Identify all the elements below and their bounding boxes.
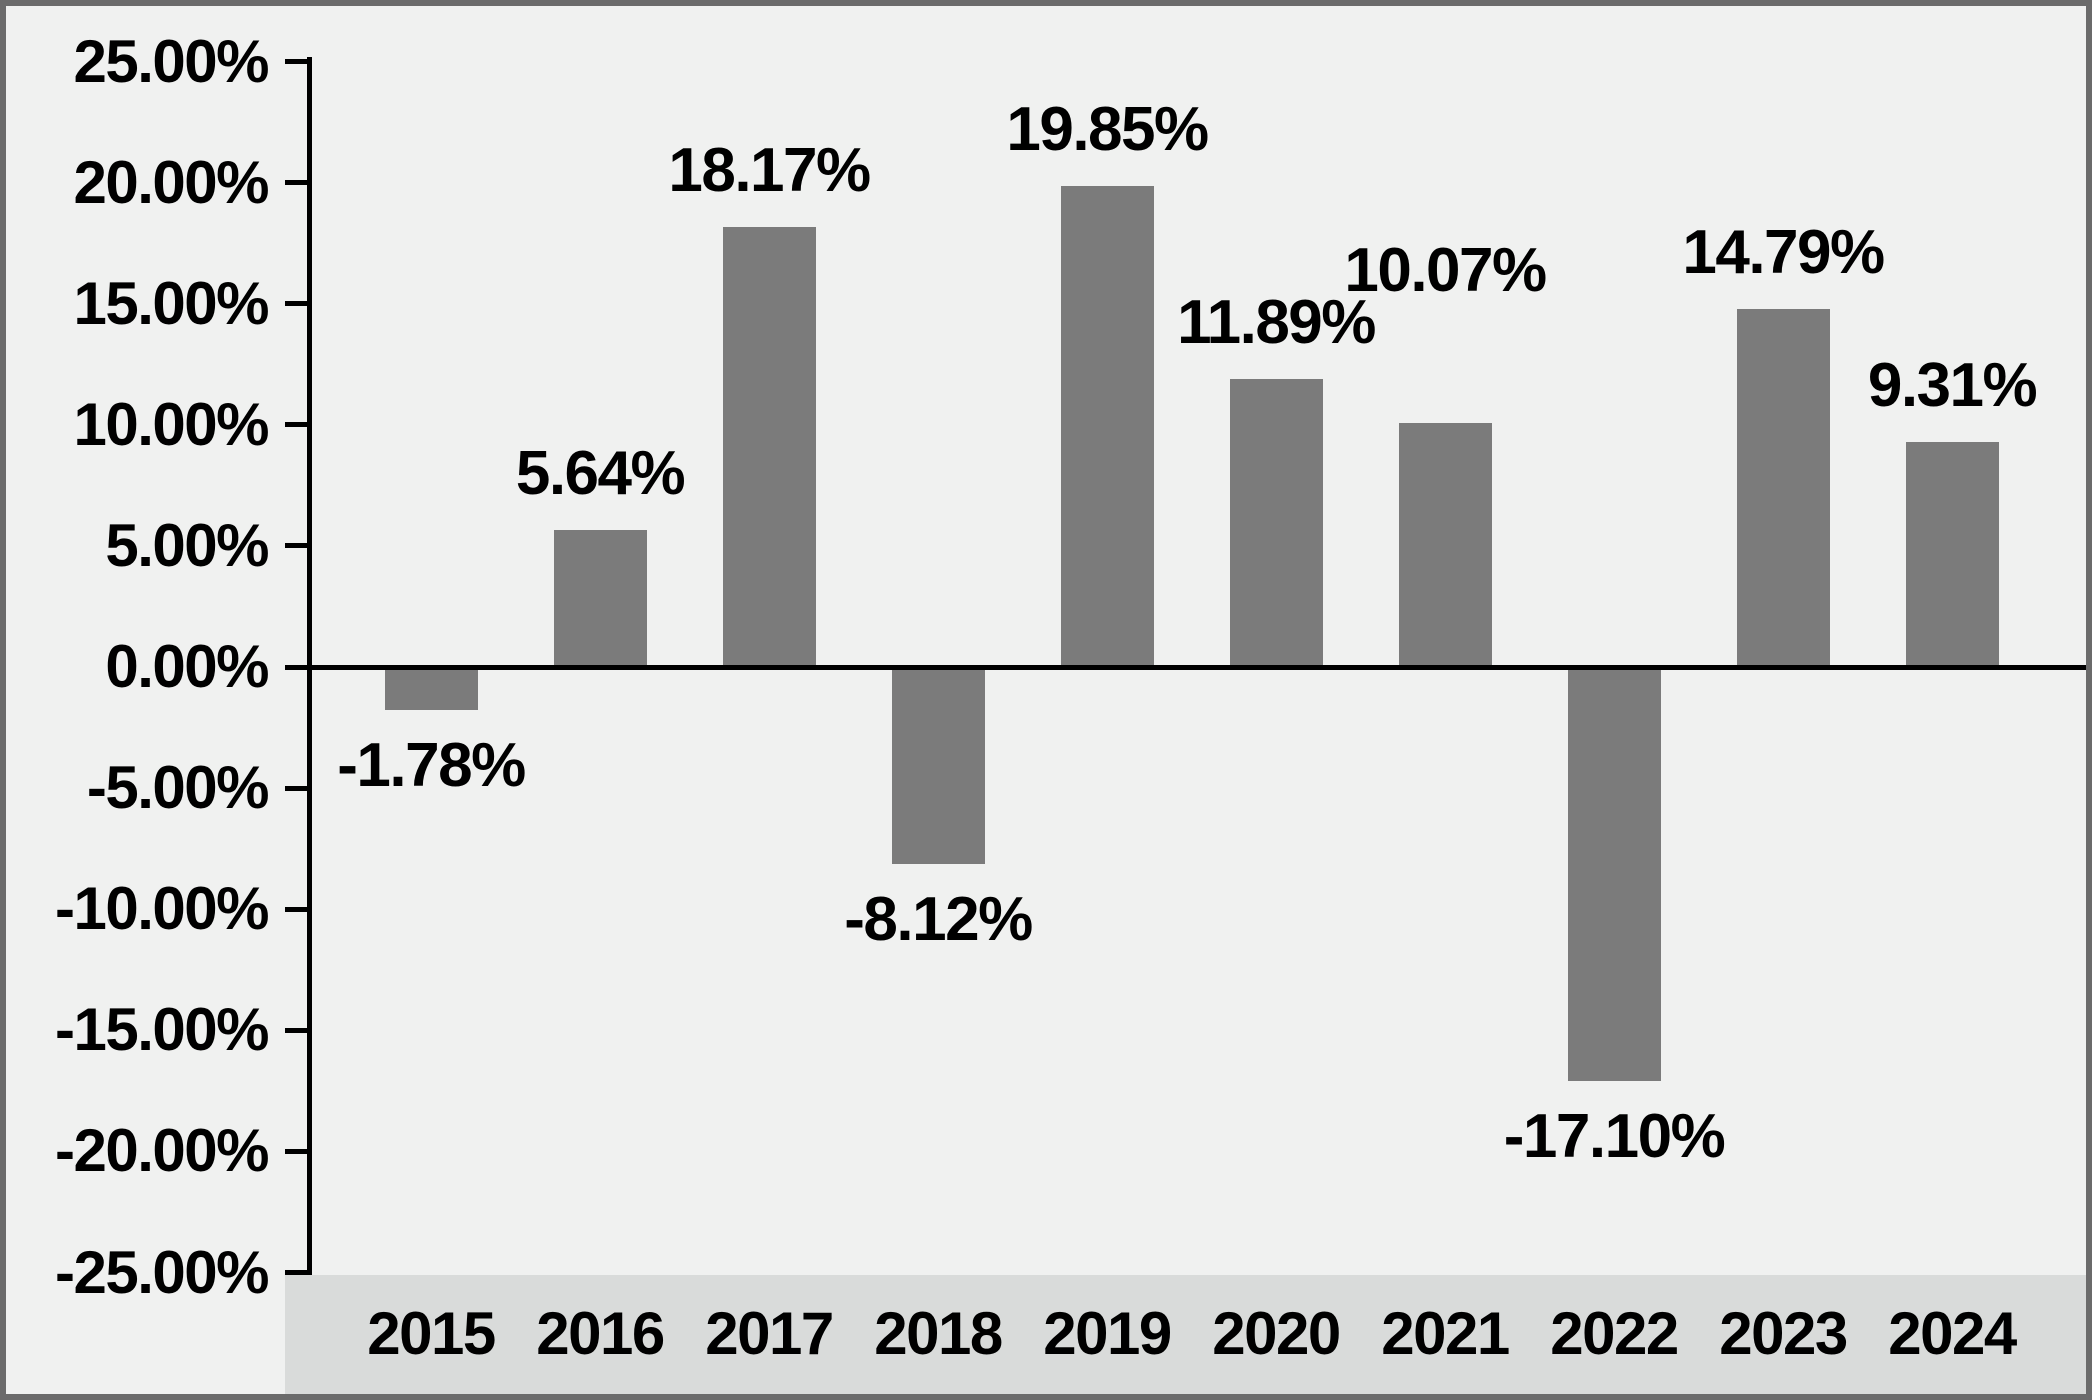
x-axis-label-2019: 2019 — [1043, 1300, 1172, 1367]
bar-2023 — [1737, 309, 1830, 667]
y-axis-tick-label: 25.00% — [73, 28, 270, 95]
y-axis-tick — [285, 59, 307, 64]
bar-2016 — [554, 530, 647, 667]
y-axis-tick-label: -5.00% — [86, 754, 270, 821]
y-axis-tick — [285, 422, 307, 427]
value-label-2023: 14.79% — [1682, 218, 1885, 287]
x-axis-label-2016: 2016 — [536, 1300, 665, 1367]
x-axis-label-2015: 2015 — [367, 1300, 496, 1367]
x-axis-label-2017: 2017 — [705, 1300, 834, 1367]
y-axis-tick — [285, 665, 307, 670]
y-axis-tick — [285, 1270, 307, 1275]
bar-2022 — [1568, 667, 1661, 1081]
y-axis-tick-label: 10.00% — [73, 391, 270, 458]
y-axis-tick — [285, 786, 307, 791]
x-axis-label-2020: 2020 — [1212, 1300, 1341, 1367]
y-axis-tick — [285, 180, 307, 185]
bar-2015 — [385, 667, 478, 710]
x-axis-label-2018: 2018 — [874, 1300, 1003, 1367]
value-label-2019: 19.85% — [1006, 95, 1209, 164]
bar-2024 — [1906, 442, 1999, 667]
value-label-2022: -17.10% — [1503, 1102, 1726, 1171]
y-axis-tick-label: -15.00% — [55, 996, 269, 1063]
y-axis-line — [307, 57, 312, 1275]
y-axis-tick-label: 0.00% — [105, 633, 269, 700]
value-label-2016: 5.64% — [515, 439, 686, 508]
bar-2021 — [1399, 423, 1492, 667]
y-axis-tick — [285, 301, 307, 306]
value-label-2021: 10.07% — [1344, 236, 1547, 305]
bar-2018 — [892, 667, 985, 864]
value-label-2024: 9.31% — [1867, 351, 2038, 420]
y-axis-tick — [285, 1028, 307, 1033]
y-axis-tick-label: -25.00% — [55, 1239, 269, 1306]
x-axis-label-2024: 2024 — [1888, 1300, 2017, 1367]
y-axis-tick-label: -10.00% — [55, 875, 269, 942]
y-axis-tick-label: 15.00% — [73, 270, 270, 337]
x-axis-label-2021: 2021 — [1381, 1300, 1510, 1367]
value-label-2018: -8.12% — [844, 885, 1033, 954]
zero-baseline — [307, 665, 2086, 670]
y-axis-tick — [285, 907, 307, 912]
x-axis-label-2023: 2023 — [1719, 1300, 1848, 1367]
y-axis-tick-label: 20.00% — [73, 149, 270, 216]
x-axis-label-2022: 2022 — [1550, 1300, 1679, 1367]
bar-2020 — [1230, 379, 1323, 667]
value-label-2015: -1.78% — [337, 731, 526, 800]
x-axis-band — [285, 1275, 2086, 1394]
y-axis-tick — [285, 1149, 307, 1154]
y-axis-tick-label: -20.00% — [55, 1117, 269, 1184]
y-axis-tick — [285, 543, 307, 548]
bar-2017 — [723, 227, 816, 667]
y-axis-tick-label: 5.00% — [105, 512, 269, 579]
bar-2019 — [1061, 186, 1154, 667]
value-label-2020: 11.89% — [1177, 288, 1376, 357]
value-label-2017: 18.17% — [668, 136, 871, 205]
